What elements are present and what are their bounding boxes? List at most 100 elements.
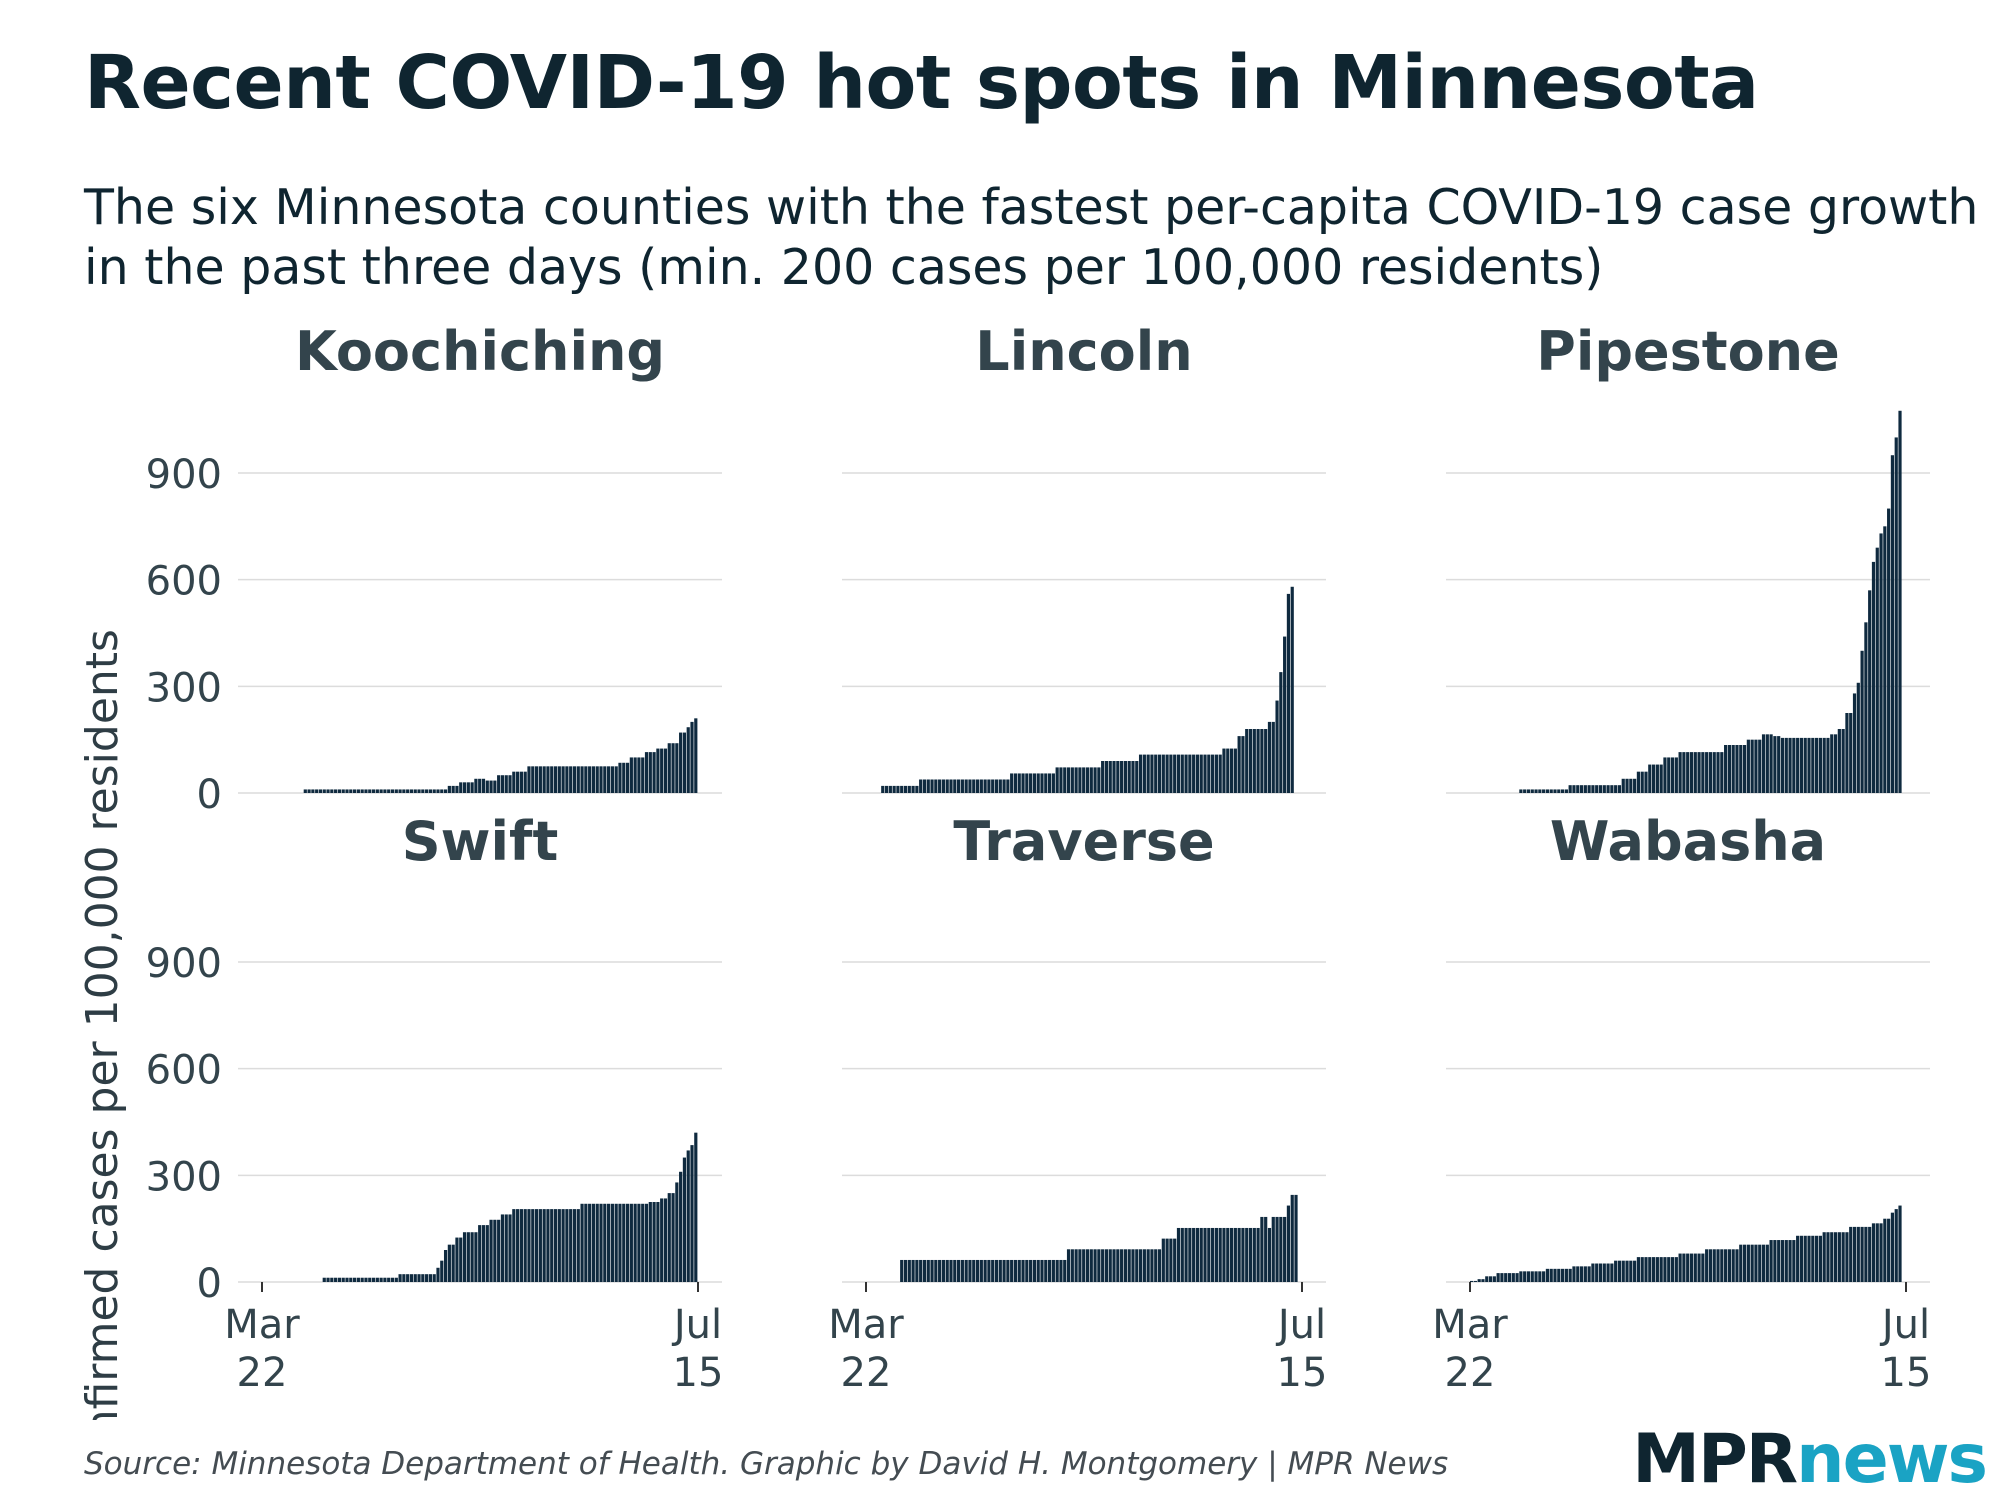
bar [1192, 754, 1196, 793]
bar [466, 1232, 470, 1282]
bar [580, 1203, 584, 1282]
bar [428, 1274, 433, 1282]
bar [922, 1259, 927, 1282]
bar [610, 1203, 614, 1282]
bar [934, 1259, 938, 1282]
bar [1097, 767, 1101, 793]
bar [663, 1198, 668, 1282]
bar-series [1470, 1205, 1902, 1282]
bar [1515, 1273, 1519, 1282]
bar [1587, 1266, 1591, 1282]
bar [1595, 785, 1599, 793]
bar [1229, 748, 1234, 793]
bar [953, 1259, 957, 1282]
bar [1731, 1249, 1735, 1282]
bar [364, 1277, 368, 1282]
bar [1579, 1266, 1584, 1282]
bar [671, 1193, 675, 1282]
bar [1059, 1259, 1063, 1282]
bar [1283, 1216, 1287, 1282]
bar [470, 1232, 474, 1282]
bar [622, 762, 626, 793]
bar [1803, 1235, 1807, 1282]
x-tick-label-day: 22 [1445, 1350, 1496, 1396]
bar [1161, 1238, 1165, 1282]
bar [1063, 1259, 1067, 1282]
x-tick-label-day: 22 [237, 1350, 288, 1396]
bar [1252, 1227, 1256, 1282]
bar [1602, 785, 1606, 793]
bar [1245, 1227, 1249, 1282]
bar [1780, 1240, 1785, 1282]
bar [998, 779, 1002, 793]
bar [1841, 729, 1845, 793]
bar [1063, 767, 1067, 793]
bar [1651, 1257, 1656, 1282]
bar [519, 771, 523, 793]
bar [1724, 1249, 1728, 1282]
bar [1279, 1216, 1283, 1282]
bar [1655, 1257, 1659, 1282]
bar [603, 1203, 607, 1282]
bar [1682, 1253, 1686, 1282]
bar [1716, 1249, 1720, 1282]
bar [557, 1209, 561, 1282]
bar [1214, 754, 1218, 793]
bar [1180, 754, 1184, 793]
bar [1614, 785, 1618, 793]
bar [588, 1203, 592, 1282]
logo-news-text: news [1796, 1420, 1988, 1499]
bar [1614, 1260, 1618, 1282]
bar [1473, 1280, 1477, 1282]
bar [1101, 761, 1105, 793]
bar [1659, 1257, 1663, 1282]
bar [1833, 1232, 1838, 1282]
bar [1621, 1260, 1625, 1282]
bar [1788, 737, 1792, 793]
bar [1207, 754, 1211, 793]
bar [1799, 737, 1804, 793]
bar [1629, 1260, 1633, 1282]
bar [595, 766, 599, 793]
bar [326, 1277, 330, 1282]
bar [1633, 778, 1637, 793]
bar [945, 779, 949, 793]
bar [1260, 1216, 1264, 1282]
bar [489, 1219, 493, 1282]
bar [527, 1209, 531, 1282]
bar [1526, 789, 1531, 793]
y-tick-label: 0 [197, 772, 222, 818]
bar [960, 779, 964, 793]
bar [987, 779, 991, 793]
bar [1203, 754, 1207, 793]
bar [1127, 1249, 1131, 1282]
bar [1123, 761, 1127, 793]
bar [485, 780, 489, 793]
bar [1116, 1249, 1120, 1282]
bar [360, 789, 364, 793]
bar [341, 1277, 345, 1282]
bar [1894, 437, 1898, 793]
bar [603, 766, 607, 793]
bar [1868, 1226, 1872, 1282]
bar [352, 1277, 357, 1282]
bar [1883, 526, 1887, 793]
bar [1716, 752, 1720, 793]
bar [1097, 1249, 1101, 1282]
bar [493, 780, 497, 793]
bar [1169, 1238, 1173, 1282]
bar [500, 775, 505, 793]
bar [625, 762, 630, 793]
bar [1875, 547, 1879, 793]
bar [975, 779, 980, 793]
bar [1523, 1271, 1527, 1282]
bar [1701, 1253, 1705, 1282]
bar [979, 779, 983, 793]
bar [546, 1209, 550, 1282]
bar [1894, 1209, 1898, 1282]
y-tick-label: 900 [146, 941, 222, 987]
bar [421, 1274, 425, 1282]
bar [1066, 1249, 1071, 1282]
bar [1887, 508, 1891, 793]
